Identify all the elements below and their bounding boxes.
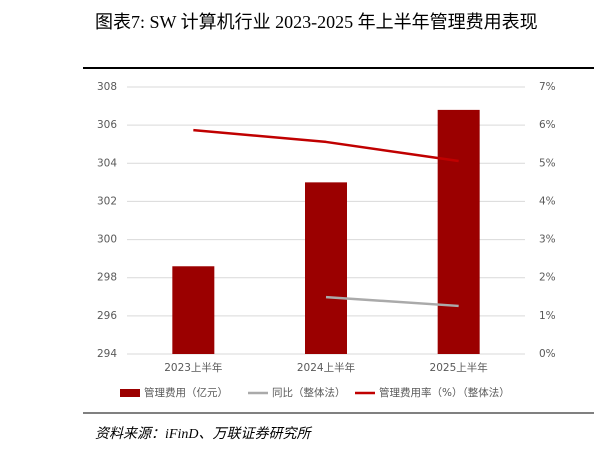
legend-label: 管理费用率（%）（整体法） xyxy=(379,386,510,399)
legend-swatch xyxy=(120,389,140,397)
y-tick-label: 304 xyxy=(97,157,117,169)
y-tick-label: 308 xyxy=(97,81,117,93)
y-tick-label: 302 xyxy=(97,195,117,207)
y2-tick-label: 1% xyxy=(539,310,556,322)
bar xyxy=(437,109,480,354)
x-tick-label: 2023上半年 xyxy=(164,361,222,374)
y2-tick-label: 7% xyxy=(539,81,556,93)
line xyxy=(193,128,459,163)
y2-tick-label: 3% xyxy=(539,234,556,246)
y-tick-label: 306 xyxy=(97,119,117,131)
bar xyxy=(172,266,215,354)
y2-tick-label: 5% xyxy=(539,157,556,169)
source-note: 资料来源：iFinD、万联证券研究所 xyxy=(95,427,311,442)
y2-tick-label: 6% xyxy=(539,119,556,131)
y2-tick-label: 2% xyxy=(539,272,556,284)
bar xyxy=(305,182,347,354)
y2-tick-label: 0% xyxy=(539,348,556,360)
line xyxy=(325,295,459,308)
y-tick-label: 296 xyxy=(97,310,117,322)
chart-title: 图表7: SW 计算机行业 2023-2025 年上半年管理费用表现 xyxy=(95,12,538,32)
y-tick-label: 294 xyxy=(97,348,117,360)
y-tick-label: 300 xyxy=(97,234,117,246)
legend-label: 同比（整体法） xyxy=(272,386,346,399)
y-tick-label: 298 xyxy=(97,272,117,284)
x-tick-label: 2025上半年 xyxy=(430,361,488,374)
legend-label: 管理费用（亿元） xyxy=(144,386,228,399)
x-tick-label: 2024上半年 xyxy=(297,361,355,374)
y2-tick-label: 4% xyxy=(539,195,556,207)
